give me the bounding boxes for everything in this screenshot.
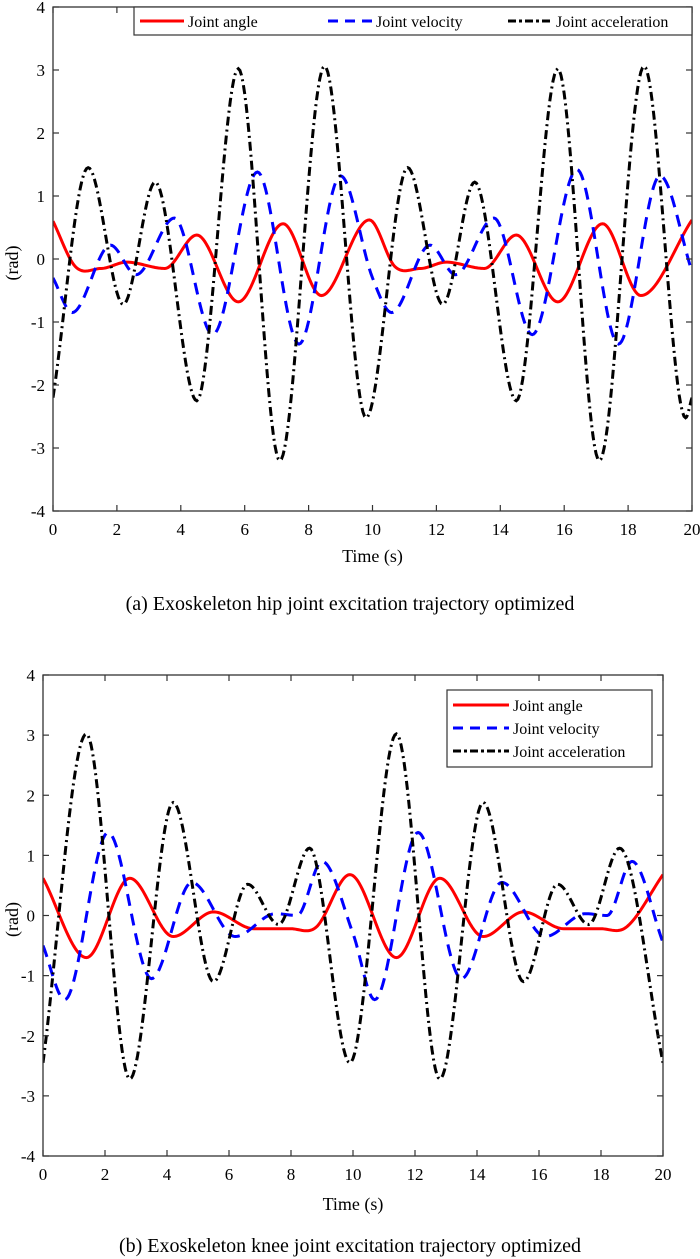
y-tick-label: 1 bbox=[37, 187, 46, 206]
legend-label: Joint angle bbox=[188, 14, 258, 31]
y-tick-label: 0 bbox=[27, 907, 36, 926]
y-tick-label: 3 bbox=[27, 726, 36, 745]
x-tick-label: 12 bbox=[428, 520, 445, 539]
series-line-joint-angle bbox=[43, 873, 663, 960]
x-tick-label: 20 bbox=[684, 520, 700, 539]
figure-caption: (b) Exoskeleton knee joint excitation tr… bbox=[119, 1235, 581, 1257]
y-tick-label: -3 bbox=[21, 1087, 35, 1106]
x-tick-label: 4 bbox=[177, 520, 186, 539]
y-tick-label: 2 bbox=[37, 124, 46, 143]
x-tick-label: 16 bbox=[531, 1165, 548, 1184]
y-tick-label: 2 bbox=[27, 786, 36, 805]
y-tick-label: -4 bbox=[31, 502, 46, 521]
x-tick-label: 2 bbox=[101, 1165, 110, 1184]
x-tick-label: 20 bbox=[655, 1165, 672, 1184]
x-tick-label: 8 bbox=[304, 520, 313, 539]
x-tick-label: 0 bbox=[39, 1165, 48, 1184]
legend-label: Joint acceleration bbox=[556, 14, 668, 31]
x-tick-label: 16 bbox=[556, 520, 573, 539]
legend-label: Joint angle bbox=[513, 698, 583, 715]
y-tick-label: 4 bbox=[27, 666, 36, 685]
legend-label: Joint velocity bbox=[513, 721, 600, 738]
legend-box bbox=[446, 689, 653, 768]
x-tick-label: 14 bbox=[492, 520, 510, 539]
series-line-joint-velocity bbox=[53, 167, 692, 346]
y-axis-label: (rad) bbox=[2, 246, 23, 281]
x-tick-label: 0 bbox=[49, 520, 58, 539]
y-axis-label: (rad) bbox=[2, 902, 23, 937]
x-tick-label: 10 bbox=[364, 520, 381, 539]
series-line-joint-velocity bbox=[43, 830, 663, 1002]
y-tick-label: 4 bbox=[37, 0, 46, 17]
y-tick-label: -1 bbox=[21, 967, 35, 986]
x-tick-label: 6 bbox=[225, 1165, 234, 1184]
series-line-joint-acceleration bbox=[53, 64, 692, 463]
series-line-joint-acceleration bbox=[43, 732, 663, 1081]
y-tick-label: -2 bbox=[31, 376, 45, 395]
y-tick-label: -2 bbox=[21, 1027, 35, 1046]
x-tick-label: 8 bbox=[287, 1165, 296, 1184]
y-tick-label: 3 bbox=[37, 61, 46, 80]
x-tick-label: 18 bbox=[620, 520, 637, 539]
legend: Joint angle Joint velocity Joint accelerat… bbox=[133, 6, 693, 36]
x-tick-label: 18 bbox=[593, 1165, 610, 1184]
x-tick-label: 6 bbox=[240, 520, 249, 539]
y-tick-label: -4 bbox=[21, 1147, 36, 1166]
y-tick-label: 1 bbox=[27, 846, 36, 865]
x-axis-label: Time (s) bbox=[323, 1194, 384, 1215]
x-tick-label: 12 bbox=[407, 1165, 424, 1184]
legend-label: Joint acceleration bbox=[513, 744, 625, 761]
legend-box bbox=[133, 6, 693, 36]
figure-caption: (a) Exoskeleton hip joint excitation tra… bbox=[126, 593, 575, 615]
legend: Joint angle Joint velocity Joint accelerat… bbox=[446, 689, 653, 768]
y-tick-label: 0 bbox=[37, 250, 46, 269]
y-tick-label: -3 bbox=[31, 439, 45, 458]
x-axis-label: Time (s) bbox=[342, 546, 403, 567]
x-tick-label: 4 bbox=[163, 1165, 172, 1184]
x-tick-label: 10 bbox=[345, 1165, 362, 1184]
y-tick-label: -1 bbox=[31, 313, 45, 332]
series-line-joint-angle bbox=[53, 218, 692, 304]
x-tick-label: 14 bbox=[469, 1165, 487, 1184]
x-tick-label: 2 bbox=[113, 520, 122, 539]
legend-label: Joint velocity bbox=[376, 14, 463, 31]
